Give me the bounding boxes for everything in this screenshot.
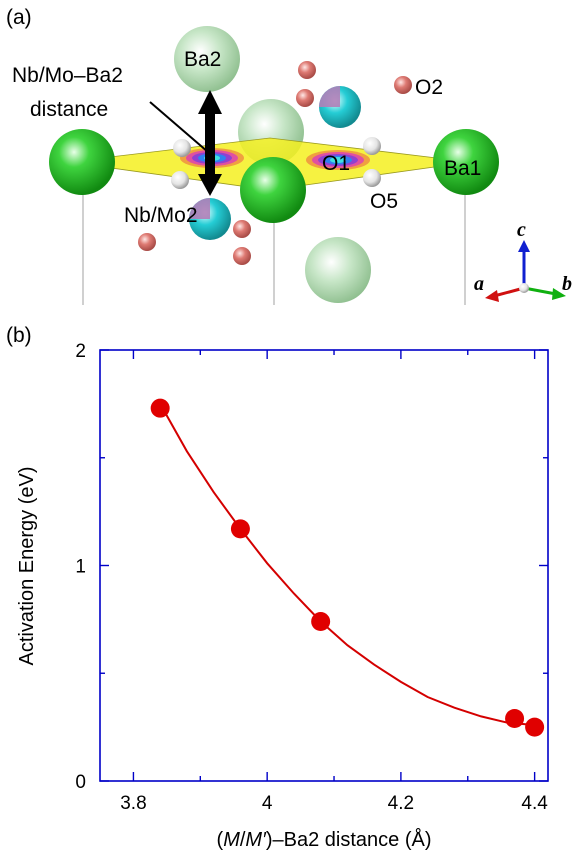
- nbmo-atom-upper: [319, 86, 361, 128]
- x-axis-label-m: M: [223, 829, 240, 851]
- panel-a-label: (a): [6, 6, 32, 29]
- oxygen-atom-white: [171, 171, 189, 189]
- oxygen-atom: [138, 233, 156, 251]
- x-axis-label-slash: /: [240, 829, 246, 851]
- oxygen-atom: [296, 89, 314, 107]
- axis-tick-labels: 3.8 4 4.2 4.4 0 1 2: [75, 341, 548, 814]
- ba1-label: Ba1: [444, 157, 481, 180]
- annotation-leader-line: [149, 101, 209, 153]
- data-point: [230, 519, 250, 539]
- o1-label: O1: [322, 152, 350, 175]
- oxygen-atom: [233, 220, 251, 238]
- x-tick-label: 3.8: [120, 793, 146, 814]
- x-tick-label: 4.4: [521, 793, 548, 814]
- x-axis-label-mprime: M′: [245, 829, 267, 851]
- ba1-atom: [433, 129, 499, 195]
- axis-ticks: [100, 349, 548, 782]
- nbmo2-label: Nb/Mo2: [124, 204, 198, 227]
- y-axis-label: Activation Energy (eV): [16, 467, 38, 666]
- annotation-line2: distance: [30, 98, 108, 121]
- data-point: [150, 398, 170, 418]
- oxygen-atom-white: [173, 139, 191, 157]
- o2-atom: [394, 76, 412, 94]
- activation-energy-chart: 3.8 4 4.2 4.4 0 1 2 Activation Energy (eV) (M/…: [16, 341, 549, 851]
- oxygen-atom: [298, 61, 316, 79]
- x-axis-label-suffix: )–Ba2 distance (Å): [266, 828, 432, 851]
- data-point: [505, 709, 525, 729]
- y-tick-label: 2: [75, 341, 86, 362]
- data-point: [311, 612, 331, 632]
- ba2-atom: [174, 26, 240, 92]
- distance-arrow: [198, 90, 222, 196]
- x-tick-label: 4.2: [388, 793, 414, 814]
- annotation-line1: Nb/Mo–Ba2: [12, 64, 123, 87]
- x-axis-label: (M/M′)–Ba2 distance (Å): [217, 828, 432, 851]
- o2-label: O2: [415, 76, 443, 99]
- density-contour-right: [306, 150, 370, 170]
- fit-curve: [159, 403, 535, 726]
- oxygen-atom-white: [363, 137, 381, 155]
- axis-c-label: c: [517, 219, 526, 241]
- o5-atom: [363, 169, 381, 187]
- y-tick-label: 1: [75, 557, 86, 578]
- crystal-axes: c a b: [474, 219, 572, 302]
- ba-atom-faded: [305, 237, 371, 303]
- axis-a-label: a: [474, 273, 484, 295]
- oxygen-atom: [233, 247, 251, 265]
- data-points: [150, 398, 545, 737]
- panel-b: (b) 3.8 4 4.2 4.4 0 1 2 Activation Energy (eV)…: [6, 324, 549, 851]
- ba-atom-center: [240, 157, 306, 223]
- nbmo2-atom: [189, 198, 231, 240]
- axis-b-label: b: [562, 273, 572, 295]
- x-axis-label-prefix: (: [217, 829, 224, 851]
- panel-a: (a): [6, 6, 572, 305]
- y-tick-label: 0: [75, 772, 86, 793]
- panel-b-label: (b): [6, 324, 32, 347]
- o5-label: O5: [370, 190, 398, 213]
- ba2-label: Ba2: [184, 48, 221, 71]
- x-tick-label: 4: [262, 793, 273, 814]
- ba-atom-left: [49, 129, 115, 195]
- data-point: [525, 717, 545, 737]
